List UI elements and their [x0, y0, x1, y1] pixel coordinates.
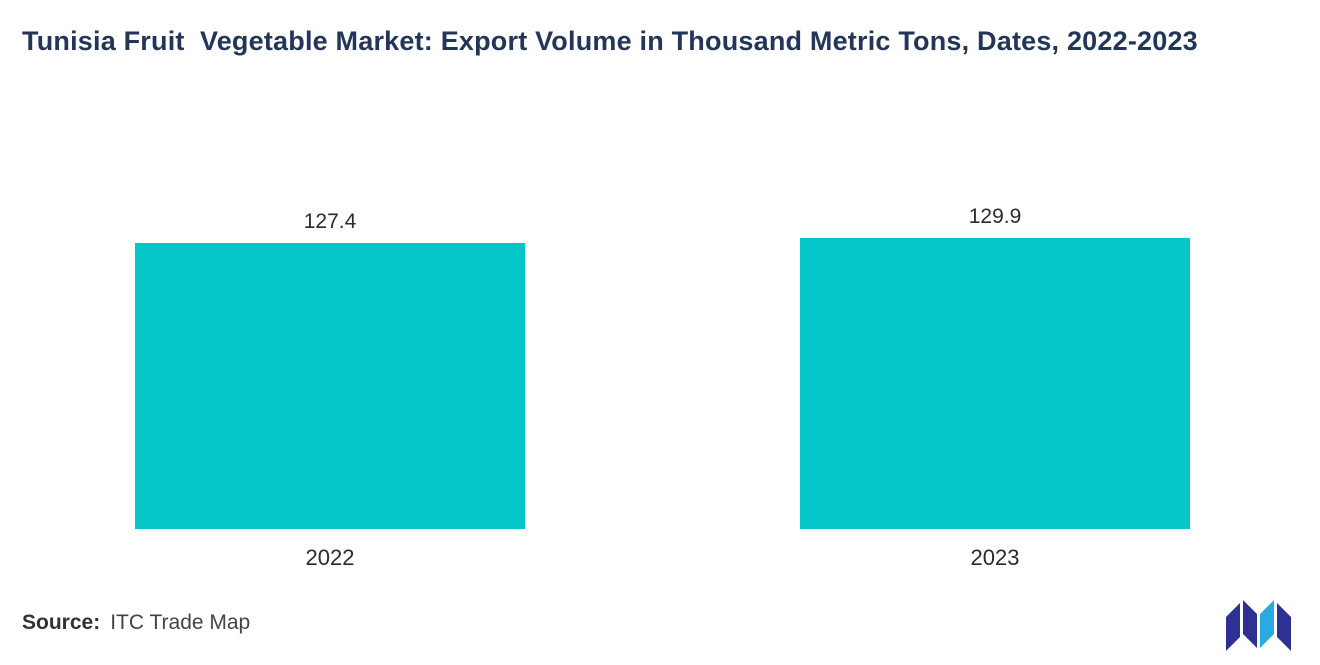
bar-group-2023: 129.9 2023	[800, 67, 1190, 595]
mordor-intelligence-logo-icon	[1226, 600, 1291, 651]
x-axis-label-2022: 2022	[305, 545, 355, 570]
footer: Source: ITC Trade Map	[0, 595, 1320, 665]
bar-value-label-2023: 129.9	[968, 205, 1022, 228]
bar-stack-2023: 129.9	[800, 194, 1190, 529]
plot-area: 127.4 2022 129.9 2023	[0, 67, 1320, 595]
source-value: ITC Trade Map	[110, 611, 251, 634]
bar-stack-2022: 127.4	[135, 194, 525, 529]
x-axis-label-2023: 2023	[970, 545, 1020, 570]
source-line: Source: ITC Trade Map	[22, 611, 250, 635]
bar-group-2022: 127.4 2022	[135, 67, 525, 595]
bar-2023	[800, 238, 1190, 529]
bar-value-label-2022: 127.4	[303, 210, 357, 233]
source-label: Source:	[22, 611, 101, 634]
chart-title: Tunisia Fruit Vegetable Market: Export V…	[22, 26, 1198, 56]
bar-2022	[135, 243, 525, 529]
